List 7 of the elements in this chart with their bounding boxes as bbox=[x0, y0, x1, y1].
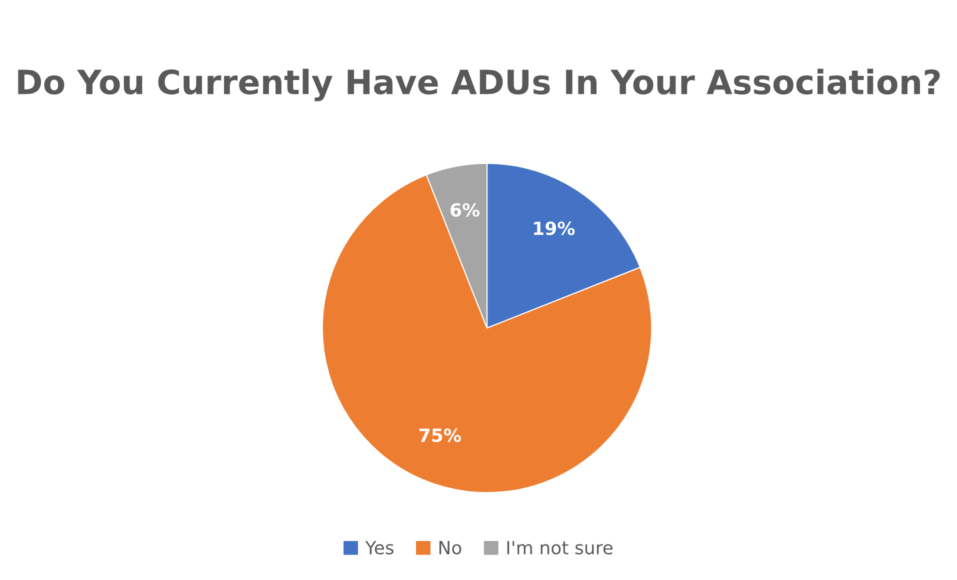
data-label: 19% bbox=[534, 222, 575, 236]
legend-label: I'm not sure bbox=[507, 541, 613, 554]
data-label: 6% bbox=[450, 203, 480, 217]
chart-title: Do You Currently Have ADUs In Your Association? bbox=[18, 68, 940, 102]
data-label: 75% bbox=[420, 428, 461, 442]
legend-label: Yes bbox=[365, 541, 394, 554]
legend-label: No bbox=[439, 541, 462, 554]
